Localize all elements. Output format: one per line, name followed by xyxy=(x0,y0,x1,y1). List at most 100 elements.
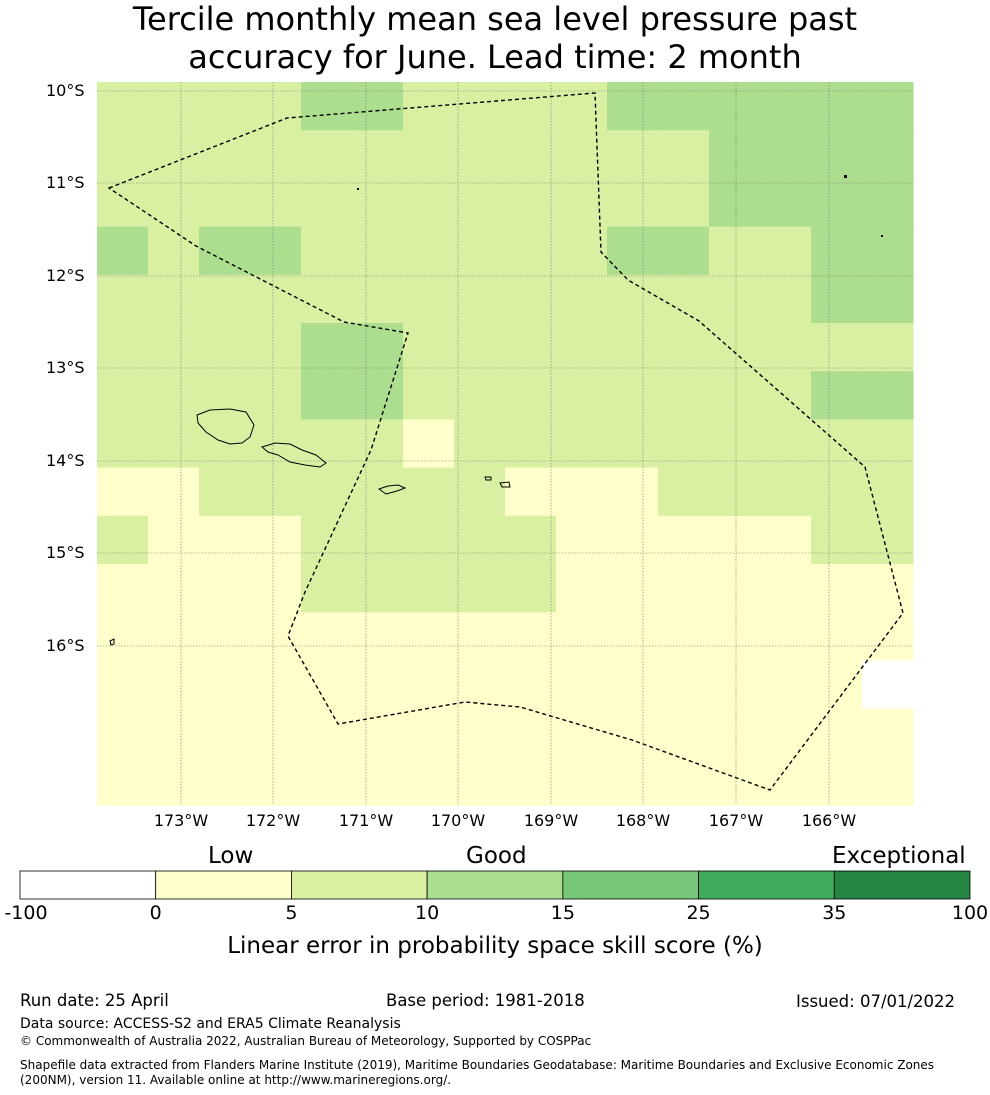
grid-cell xyxy=(352,708,404,758)
grid-cell xyxy=(505,178,557,228)
grid-cell xyxy=(760,708,812,758)
longitude-label: 173°W xyxy=(153,811,209,830)
grid-cell xyxy=(199,178,251,228)
colorbar-tick-label: 100 xyxy=(951,902,989,924)
grid-cell xyxy=(403,82,455,131)
island-tutuila xyxy=(260,442,327,468)
grid-cell xyxy=(352,226,404,276)
grid-cell xyxy=(556,515,608,565)
grid-cell xyxy=(607,419,659,469)
grid-cell xyxy=(97,274,149,324)
colorbar-tick-label: -100 xyxy=(4,902,48,924)
grid-cell xyxy=(199,756,251,806)
skill-grid xyxy=(97,82,914,806)
grid-cell xyxy=(454,130,506,179)
grid-cell xyxy=(352,371,404,420)
grid-cell xyxy=(709,419,761,469)
grid-cell xyxy=(97,226,149,276)
longitude-label: 166°W xyxy=(801,811,857,830)
grid-cell xyxy=(199,467,251,517)
grid-cell xyxy=(199,82,251,131)
map-title: Tercile monthly mean sea level pressure … xyxy=(0,0,990,76)
grid-cell xyxy=(658,708,710,758)
grid-cell xyxy=(556,82,608,131)
grid-cell xyxy=(97,82,149,131)
grid-cell xyxy=(658,371,710,420)
grid-cell xyxy=(607,612,659,661)
grid-cell xyxy=(505,612,557,661)
grid-cell xyxy=(352,178,404,228)
grid-cell xyxy=(862,419,914,469)
grid-cell xyxy=(97,178,149,228)
grid-cell xyxy=(658,660,710,710)
grid-cell xyxy=(505,226,557,276)
grid-cell xyxy=(862,564,914,613)
grid-cell xyxy=(403,756,455,806)
grid-cell xyxy=(250,274,302,324)
grid-cell xyxy=(199,130,251,179)
grid-cell xyxy=(658,756,710,806)
grid-cell xyxy=(250,178,302,228)
grid-cell xyxy=(862,130,914,179)
grid-cell xyxy=(148,82,200,131)
grid-cell xyxy=(301,130,353,179)
grid-cell xyxy=(505,515,557,565)
grid-cell xyxy=(148,323,200,372)
grid-cell xyxy=(301,756,353,806)
grid-cell xyxy=(505,323,557,372)
grid-cell xyxy=(658,274,710,324)
grid-cell xyxy=(658,419,710,469)
grid-cell xyxy=(556,130,608,179)
grid-cell xyxy=(352,660,404,710)
data-source: Data source: ACCESS-S2 and ERA5 Climate … xyxy=(20,1016,401,1032)
grid-cell xyxy=(607,660,659,710)
grid-cell xyxy=(250,371,302,420)
latitude-label: 16°S xyxy=(46,636,85,655)
category-good: Good xyxy=(466,843,527,869)
grid-cell xyxy=(454,467,506,517)
grid-cell xyxy=(301,82,353,131)
grid-cell xyxy=(352,274,404,324)
longitude-label: 171°W xyxy=(338,811,394,830)
grid-cell xyxy=(811,226,863,276)
grid-cell xyxy=(148,467,200,517)
grid-cell xyxy=(607,178,659,228)
grid-cell xyxy=(454,515,506,565)
grid-cell xyxy=(811,323,863,372)
island-coastlines xyxy=(109,175,883,646)
grid-cell xyxy=(199,515,251,565)
grid-cell xyxy=(301,371,353,420)
grid-cell xyxy=(811,274,863,324)
grid-cell xyxy=(556,612,608,661)
eez-boundary xyxy=(107,92,904,791)
grid-cell xyxy=(97,612,149,661)
grid-cell xyxy=(97,515,149,565)
grid-cell xyxy=(760,178,812,228)
colorbar-tick-label: 15 xyxy=(550,902,575,924)
grid-cell xyxy=(607,708,659,758)
grid-cell xyxy=(352,612,404,661)
grid-cell xyxy=(607,82,659,131)
grid-cell xyxy=(811,82,863,131)
grid-cell xyxy=(862,178,914,228)
longitude-label: 167°W xyxy=(708,811,764,830)
grid-cell xyxy=(199,419,251,469)
grid-cell xyxy=(454,708,506,758)
grid-cell xyxy=(658,226,710,276)
latitude-label: 12°S xyxy=(46,266,85,285)
grid-cell xyxy=(97,660,149,710)
grid-cell xyxy=(760,419,812,469)
issued-date: Issued: 07/01/2022 xyxy=(796,992,956,1011)
grid-cell xyxy=(97,371,149,420)
grid-cell xyxy=(454,274,506,324)
grid-cell xyxy=(505,371,557,420)
grid-cell xyxy=(454,419,506,469)
grid-cell xyxy=(505,419,557,469)
grid-cell xyxy=(709,274,761,324)
longitude-label: 169°W xyxy=(523,811,579,830)
grid-cell xyxy=(658,82,710,131)
grid-cell xyxy=(760,82,812,131)
latitude-label: 14°S xyxy=(46,451,85,470)
grid-cell xyxy=(862,371,914,420)
grid-cell xyxy=(403,323,455,372)
